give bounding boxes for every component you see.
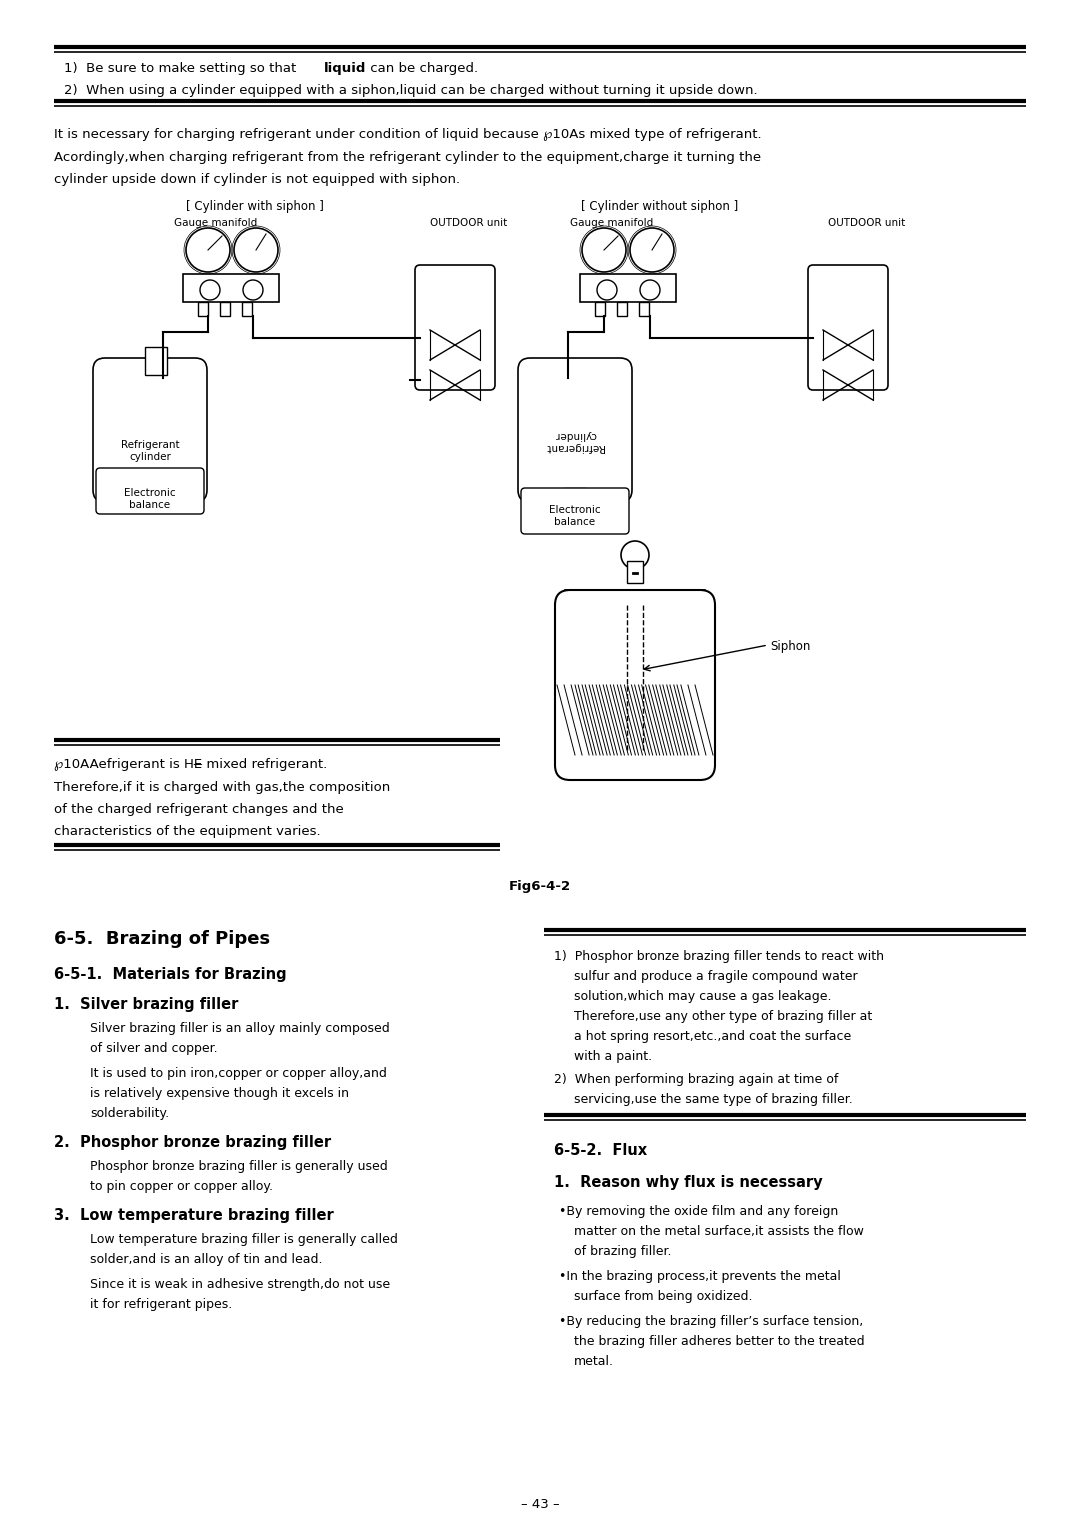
Text: Low temperature brazing filler is generally called: Low temperature brazing filler is genera… (90, 1234, 397, 1246)
Bar (183, 274, 279, 302)
Text: of brazing filler.: of brazing filler. (573, 1244, 672, 1258)
Bar (145, 348, 167, 375)
Text: 1.  Silver brazing filler: 1. Silver brazing filler (54, 997, 239, 1013)
Text: 2)  When using a cylinder equipped with a siphon,liquid can be charged without t: 2) When using a cylinder equipped with a… (64, 84, 758, 98)
Text: OUTDOOR unit: OUTDOOR unit (430, 218, 508, 229)
FancyBboxPatch shape (415, 265, 495, 390)
Text: [ Cylinder without siphon ]: [ Cylinder without siphon ] (581, 200, 739, 214)
FancyBboxPatch shape (518, 358, 632, 502)
Text: 6-5-2.  Flux: 6-5-2. Flux (554, 1144, 647, 1157)
Circle shape (640, 281, 660, 300)
Text: Gauge manifold: Gauge manifold (570, 218, 653, 229)
Text: characteristics of the equipment varies.: characteristics of the equipment varies. (54, 825, 321, 839)
Text: servicing,use the same type of brazing filler.: servicing,use the same type of brazing f… (573, 1093, 853, 1106)
Text: 1.  Reason why flux is necessary: 1. Reason why flux is necessary (554, 1174, 823, 1190)
Text: 2.  Phosphor bronze brazing filler: 2. Phosphor bronze brazing filler (54, 1135, 332, 1150)
Text: solderability.: solderability. (90, 1107, 170, 1119)
Text: 6-5.  Brazing of Pipes: 6-5. Brazing of Pipes (54, 930, 270, 949)
Text: Silver brazing filler is an alloy mainly composed: Silver brazing filler is an alloy mainly… (90, 1022, 390, 1035)
Bar (564, 488, 586, 509)
Text: surface from being oxidized.: surface from being oxidized. (573, 1290, 753, 1302)
Text: 1)  Be sure to make setting so that: 1) Be sure to make setting so that (64, 63, 300, 75)
Text: cylinder upside down if cylinder is not equipped with siphon.: cylinder upside down if cylinder is not … (54, 172, 460, 186)
FancyBboxPatch shape (96, 468, 204, 514)
Text: It is used to pin iron,copper or copper alloy,and: It is used to pin iron,copper or copper … (90, 1068, 387, 1080)
Text: Since it is weak in adhesive strength,do not use: Since it is weak in adhesive strength,do… (90, 1278, 390, 1292)
Text: OUTDOOR unit: OUTDOOR unit (828, 218, 905, 229)
Bar (565, 590, 705, 605)
Text: it for refrigerant pipes.: it for refrigerant pipes. (90, 1298, 232, 1311)
Bar (595, 302, 605, 316)
Text: 6-5-1.  Materials for Brazing: 6-5-1. Materials for Brazing (54, 967, 286, 982)
Bar (627, 561, 643, 583)
Bar (242, 302, 252, 316)
FancyBboxPatch shape (808, 265, 888, 390)
FancyBboxPatch shape (93, 358, 207, 502)
Text: Therefore,if it is charged with gas,the composition: Therefore,if it is charged with gas,the … (54, 781, 390, 795)
Text: Siphon: Siphon (770, 640, 810, 653)
Text: Electronic
balance: Electronic balance (124, 488, 176, 509)
Text: Acordingly,when charging refrigerant from the refrigerant cylinder to the equipm: Acordingly,when charging refrigerant fro… (54, 151, 761, 165)
Bar (639, 302, 649, 316)
Text: Gauge manifold: Gauge manifold (174, 218, 258, 229)
Bar (198, 302, 208, 316)
FancyBboxPatch shape (555, 590, 715, 779)
Bar (617, 302, 627, 316)
Text: Refrigerant
cylinder: Refrigerant cylinder (121, 441, 179, 462)
Text: of silver and copper.: of silver and copper. (90, 1042, 218, 1055)
Text: •By reducing the brazing filler’s surface tension,: •By reducing the brazing filler’s surfac… (559, 1315, 863, 1328)
Text: sulfur and produce a fragile compound water: sulfur and produce a fragile compound wa… (573, 970, 858, 984)
Text: Therefore,use any other type of brazing filler at: Therefore,use any other type of brazing … (573, 1010, 873, 1023)
Bar (580, 274, 676, 302)
Circle shape (621, 541, 649, 569)
Text: It is necessary for charging refrigerant under condition of liquid because ℘10As: It is necessary for charging refrigerant… (54, 128, 761, 140)
Text: 2)  When performing brazing again at time of: 2) When performing brazing again at time… (554, 1074, 838, 1086)
Text: can be charged.: can be charged. (366, 63, 478, 75)
Text: to pin copper or copper alloy.: to pin copper or copper alloy. (90, 1180, 273, 1193)
Text: with a paint.: with a paint. (573, 1051, 652, 1063)
FancyBboxPatch shape (521, 488, 629, 534)
Bar (220, 302, 230, 316)
Text: Phosphor bronze brazing filler is generally used: Phosphor bronze brazing filler is genera… (90, 1161, 388, 1173)
Text: 3.  Low temperature brazing filler: 3. Low temperature brazing filler (54, 1208, 334, 1223)
Text: Electronic
balance: Electronic balance (550, 505, 600, 526)
Text: is relatively expensive though it excels in: is relatively expensive though it excels… (90, 1087, 349, 1100)
Text: liquid: liquid (324, 63, 366, 75)
Circle shape (597, 281, 617, 300)
Text: •By removing the oxide film and any foreign: •By removing the oxide film and any fore… (559, 1205, 838, 1218)
Text: Refrigerant
cylinder: Refrigerant cylinder (545, 430, 605, 451)
Text: Fig6-4-2: Fig6-4-2 (509, 880, 571, 894)
Text: ℘10AAefrigerant is HE̶ mixed refrigerant.: ℘10AAefrigerant is HE̶ mixed refrigerant… (54, 758, 327, 772)
Text: solder,and is an alloy of tin and lead.: solder,and is an alloy of tin and lead. (90, 1254, 323, 1266)
Text: •In the brazing process,it prevents the metal: •In the brazing process,it prevents the … (559, 1270, 841, 1283)
Text: [ Cylinder with siphon ]: [ Cylinder with siphon ] (186, 200, 324, 214)
Text: a hot spring resort,etc.,and coat the surface: a hot spring resort,etc.,and coat the su… (573, 1029, 851, 1043)
Text: 1)  Phosphor bronze brazing filler tends to react with: 1) Phosphor bronze brazing filler tends … (554, 950, 885, 962)
Text: metal.: metal. (573, 1356, 615, 1368)
Text: solution,which may cause a gas leakage.: solution,which may cause a gas leakage. (573, 990, 832, 1003)
Text: of the charged refrigerant changes and the: of the charged refrigerant changes and t… (54, 804, 343, 816)
Circle shape (200, 281, 220, 300)
Text: – 43 –: – 43 – (521, 1498, 559, 1511)
Circle shape (243, 281, 264, 300)
Text: the brazing filler adheres better to the treated: the brazing filler adheres better to the… (573, 1334, 865, 1348)
Text: matter on the metal surface,it assists the flow: matter on the metal surface,it assists t… (573, 1225, 864, 1238)
